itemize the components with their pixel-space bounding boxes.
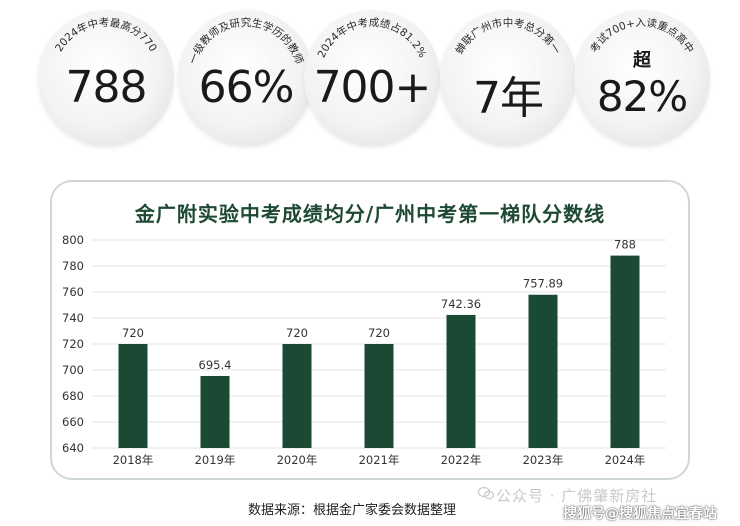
stats-row: 2024年中考最高分770 788 一级教师及研究生学历的教师 66% 2024… (0, 0, 740, 160)
data-label: 742.36 (441, 297, 481, 311)
data-label: 720 (368, 326, 390, 340)
data-label: 720 (122, 326, 144, 340)
bar (528, 294, 558, 448)
stat-prefix: 超 (633, 50, 651, 71)
stat-value: 788 (65, 62, 148, 113)
stat-caption-arc: 蝉联广州市中考总分第一 (453, 16, 563, 57)
bar (200, 375, 230, 448)
y-tick-label: 800 (62, 233, 84, 247)
chart-title: 金广附实验中考成绩均分/广州中考第一梯队分数线 (134, 202, 606, 226)
stat-circle-700plus: 2024年中考成绩占81.2% 700+ (304, 10, 440, 146)
y-tick-label: 720 (62, 337, 84, 351)
data-label: 720 (286, 326, 308, 340)
y-tick-label: 660 (62, 415, 84, 429)
watermark-sohu: 搜狐号@搜狐焦点宜春站 (563, 506, 717, 522)
stat-caption-arc: 一级教师及研究生学历的教师 (187, 16, 306, 66)
data-source-note: 数据来源：根据金广家委会数据整理 (248, 503, 457, 518)
bar (610, 255, 640, 448)
stat-value: 7年 (473, 73, 544, 124)
stat-circle-years-first: 蝉联广州市中考总分第一 7年 (440, 10, 576, 146)
x-tick-label: 2021年 (359, 453, 400, 467)
stat-circle-highest-score: 2024年中考最高分770 788 (38, 10, 174, 146)
x-tick-label: 2019年 (195, 453, 236, 467)
wechat-icon (478, 486, 494, 500)
stat-circle-teachers: 一级教师及研究生学历的教师 66% (178, 10, 314, 146)
stat-caption-arc: 2024年中考最高分770 (53, 17, 159, 55)
y-tick-label: 760 (62, 285, 84, 299)
watermark-wechat: 公众号 · 广佛肇新房社 (496, 487, 658, 505)
x-tick-label: 2023年 (523, 453, 564, 467)
stat-circle-key-high-school: 考试700+入读重点高中 超 82% (574, 10, 710, 146)
x-tick-label: 2022年 (441, 453, 482, 467)
stat-caption-arc: 考试700+入读重点高中 (588, 16, 696, 55)
bar (118, 344, 148, 448)
x-tick-label: 2024年 (605, 453, 646, 467)
y-tick-label: 740 (62, 311, 84, 325)
bar (282, 344, 312, 448)
data-label: 695.4 (199, 358, 232, 372)
x-tick-label: 2020年 (277, 453, 318, 467)
y-tick-label: 640 (62, 441, 84, 455)
y-tick-label: 680 (62, 389, 84, 403)
stat-value: 82% (596, 72, 688, 121)
y-tick-label: 700 (62, 363, 84, 377)
bar (364, 344, 394, 448)
stat-value: 700+ (313, 62, 432, 113)
y-tick-label: 780 (62, 259, 84, 273)
stat-value: 66% (198, 62, 295, 113)
data-label: 788 (614, 238, 636, 252)
data-label: 757.89 (523, 277, 563, 291)
x-tick-label: 2018年 (113, 453, 154, 467)
stat-caption-arc: 2024年中考成绩占81.2% (316, 17, 429, 60)
bar (446, 314, 476, 448)
